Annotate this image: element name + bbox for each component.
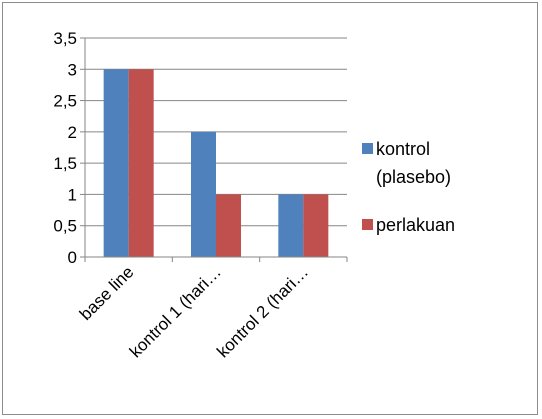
bar [303, 194, 329, 257]
legend-swatch [362, 219, 373, 230]
axes [80, 37, 348, 262]
x-tick-label: base line [76, 262, 138, 324]
y-tick-label: 2 [68, 123, 77, 142]
x-tick-label: kontrol 1 (hari… [126, 262, 225, 361]
y-tick-label: 0 [68, 248, 77, 267]
bar [278, 194, 304, 257]
x-tick-label: kontrol 2 (hari… [213, 262, 312, 361]
bars [103, 69, 329, 258]
chart-frame [2, 2, 538, 415]
y-tick-labels: 0 0,5 1 1,5 2 2,5 3 3,5 [53, 29, 77, 267]
bar [216, 194, 241, 257]
bar [191, 131, 216, 257]
y-tick-label: 1 [68, 185, 77, 204]
bar [103, 69, 129, 258]
legend-label: perlakuan [376, 215, 455, 235]
bar [128, 69, 154, 258]
y-tick-label: 0,5 [53, 217, 77, 236]
legend-swatch [362, 143, 373, 154]
y-tick-label: 1,5 [53, 154, 77, 173]
y-tick-label: 3 [68, 60, 77, 79]
legend: kontrol (plasebo) perlakuan [362, 139, 455, 235]
legend-label: kontrol (plasebo) [376, 139, 451, 187]
y-tick-label: 3,5 [53, 29, 77, 48]
y-tick-label: 2,5 [53, 92, 77, 111]
